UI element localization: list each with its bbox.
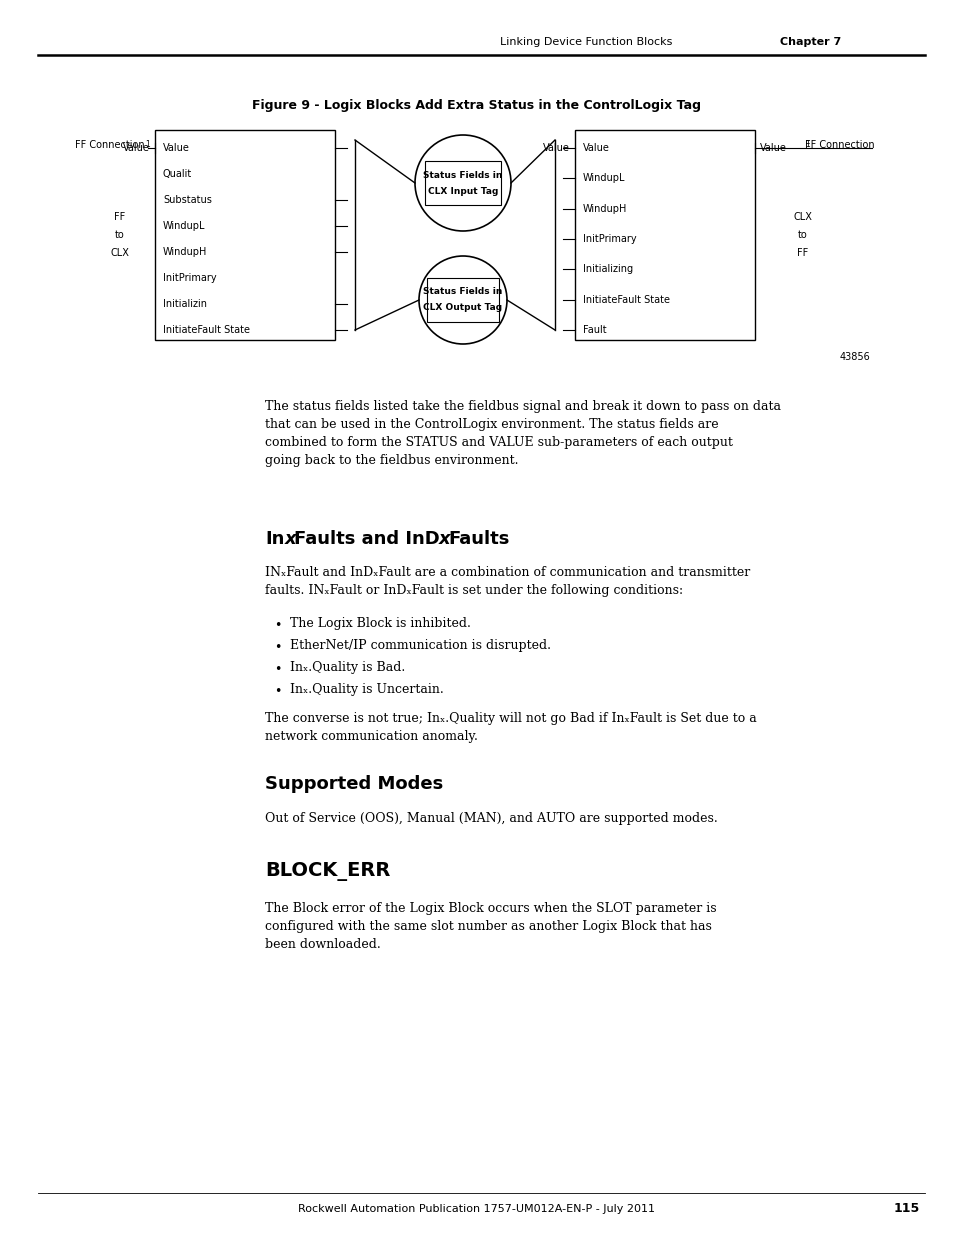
- Text: to: to: [798, 230, 807, 240]
- Text: The Block error of the Logix Block occurs when the SLOT parameter is
configured : The Block error of the Logix Block occur…: [265, 902, 716, 951]
- Text: Supported Modes: Supported Modes: [265, 776, 443, 793]
- Text: Value: Value: [123, 143, 150, 153]
- Text: Linking Device Function Blocks: Linking Device Function Blocks: [499, 37, 672, 47]
- Text: Value: Value: [163, 143, 190, 153]
- Text: FF Connection: FF Connection: [75, 140, 145, 149]
- Text: 115: 115: [893, 1203, 919, 1215]
- Text: Substatus: Substatus: [163, 195, 212, 205]
- Text: •: •: [274, 662, 281, 676]
- Text: InitPrimary: InitPrimary: [582, 233, 636, 245]
- Text: Out of Service (OOS), Manual (MAN), and AUTO are supported modes.: Out of Service (OOS), Manual (MAN), and …: [265, 811, 717, 825]
- Text: x: x: [438, 530, 450, 548]
- Text: In: In: [265, 530, 284, 548]
- Text: Inₓ.Quality is Uncertain.: Inₓ.Quality is Uncertain.: [290, 683, 443, 697]
- Bar: [424, 161, 500, 205]
- Text: Faults and InD: Faults and InD: [294, 530, 439, 548]
- Text: •: •: [274, 641, 281, 653]
- Text: FF: FF: [797, 248, 808, 258]
- Bar: [154, 130, 335, 340]
- Text: Value: Value: [542, 143, 569, 153]
- Text: FF: FF: [114, 212, 126, 222]
- Text: CLX Output Tag: CLX Output Tag: [423, 304, 502, 312]
- Text: 1: 1: [804, 140, 809, 149]
- Text: FF Connection: FF Connection: [804, 140, 874, 149]
- Text: Fault: Fault: [582, 325, 606, 335]
- Text: CLX Input Tag: CLX Input Tag: [427, 186, 497, 195]
- Text: Faults: Faults: [448, 530, 509, 548]
- Text: •: •: [274, 684, 281, 698]
- Text: InitiateFault State: InitiateFault State: [163, 325, 250, 335]
- Text: WindupH: WindupH: [582, 204, 627, 214]
- Text: 43856: 43856: [839, 352, 869, 362]
- Text: 1: 1: [145, 140, 150, 149]
- Text: WindupL: WindupL: [582, 173, 625, 183]
- Text: Initializin: Initializin: [163, 299, 207, 309]
- Text: Status Fields in: Status Fields in: [423, 288, 502, 296]
- Text: InitiateFault State: InitiateFault State: [582, 295, 669, 305]
- Bar: [575, 130, 754, 340]
- Text: Value: Value: [760, 143, 786, 153]
- Text: EtherNet/IP communication is disrupted.: EtherNet/IP communication is disrupted.: [290, 638, 551, 652]
- Text: BLOCK_ERR: BLOCK_ERR: [265, 862, 390, 881]
- Text: INₓFault and InDₓFault are a combination of communication and transmitter
faults: INₓFault and InDₓFault are a combination…: [265, 566, 749, 597]
- Bar: [427, 278, 498, 322]
- Text: Status Fields in: Status Fields in: [423, 170, 502, 179]
- Text: The converse is not true; Inₓ.Quality will not go Bad if InₓFault is Set due to : The converse is not true; Inₓ.Quality wi…: [265, 713, 756, 743]
- Text: Chapter 7: Chapter 7: [780, 37, 841, 47]
- Text: The status fields listed take the fieldbus signal and break it down to pass on d: The status fields listed take the fieldb…: [265, 400, 781, 467]
- Text: x: x: [285, 530, 296, 548]
- Text: Inₓ.Quality is Bad.: Inₓ.Quality is Bad.: [290, 661, 405, 674]
- Text: Qualit: Qualit: [163, 169, 193, 179]
- Text: Rockwell Automation Publication 1757-UM012A-EN-P - July 2011: Rockwell Automation Publication 1757-UM0…: [298, 1204, 655, 1214]
- Text: CLX: CLX: [111, 248, 130, 258]
- Text: InitPrimary: InitPrimary: [163, 273, 216, 283]
- Text: WindupH: WindupH: [163, 247, 207, 257]
- Text: WindupL: WindupL: [163, 221, 205, 231]
- Text: CLX: CLX: [793, 212, 812, 222]
- Text: •: •: [274, 619, 281, 631]
- Text: The Logix Block is inhibited.: The Logix Block is inhibited.: [290, 618, 471, 630]
- Text: to: to: [115, 230, 125, 240]
- Text: Value: Value: [582, 143, 609, 153]
- Text: Initializing: Initializing: [582, 264, 633, 274]
- Text: Figure 9 - Logix Blocks Add Extra Status in the ControlLogix Tag: Figure 9 - Logix Blocks Add Extra Status…: [253, 99, 700, 111]
